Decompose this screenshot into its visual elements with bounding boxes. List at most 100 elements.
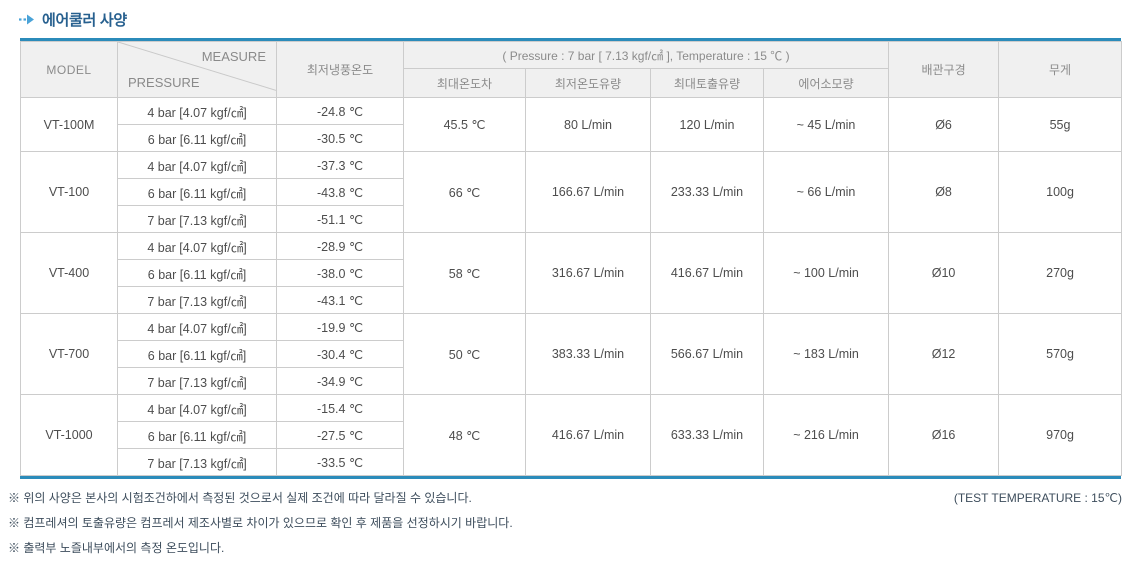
max-discharge-flow-header: 최대토출유량 (650, 68, 764, 98)
min-temp-cell: -27.5 ℃ (276, 421, 404, 449)
table-row: VT-100 4 bar [4.07 kgf/㎠] -37.3 ℃ 66 ℃ 1… (20, 151, 1123, 233)
table-row: 6 bar [6.11 kgf/㎠] -30.4 ℃ (21, 340, 1122, 368)
pressure-cell: 4 bar [4.07 kgf/㎠] (117, 151, 277, 179)
footnotes: ※ 위의 사양은 본사의 시험조건하에서 측정된 것으로서 실제 조건에 따라 … (8, 488, 1122, 563)
max-temp-diff-cell: 58 ℃ (403, 232, 526, 314)
pressure-cell: 6 bar [6.11 kgf/㎠] (117, 340, 277, 368)
pipe-diameter-cell: Ø8 (888, 151, 1000, 233)
min-temp-flow-cell: 383.33 L/min (525, 313, 651, 395)
model-cell: VT-1000 (20, 394, 118, 476)
spec-table-wrap: MODEL MEASURE PRESSURE 최저냉풍온도 ( Pressure… (20, 38, 1123, 479)
max-discharge-flow-cell: 416.67 L/min (650, 232, 764, 314)
min-temp-flow-cell: 316.67 L/min (525, 232, 651, 314)
min-temp-cell: -28.9 ℃ (276, 232, 404, 260)
max-temp-diff-cell: 48 ℃ (403, 394, 526, 476)
measure-label: MEASURE (201, 49, 266, 64)
spec-table: MODEL MEASURE PRESSURE 최저냉풍온도 ( Pressure… (20, 41, 1123, 476)
min-temp-cell: -37.3 ℃ (276, 151, 404, 179)
min-temp-flow-cell: 80 L/min (525, 97, 651, 152)
table-row: VT-700 4 bar [4.07 kgf/㎠] -19.9 ℃ 50 ℃ 3… (20, 313, 1123, 395)
min-temp-cell: -19.9 ℃ (276, 313, 404, 341)
min-temp-cell: -24.8 ℃ (276, 97, 404, 125)
section-title-bar: 에어쿨러 사양 (18, 9, 1141, 29)
pressure-label: PRESSURE (128, 75, 200, 90)
pressure-cell: 7 bar [7.13 kgf/㎠] (117, 205, 277, 233)
pipe-diameter-header: 배관구경 (888, 41, 1000, 98)
header-row-1: MODEL MEASURE PRESSURE 최저냉풍온도 ( Pressure… (20, 41, 1123, 98)
air-consumption-cell: ~ 100 L/min (762, 232, 890, 314)
weight-cell: 100g (998, 151, 1123, 233)
min-temp-cell: -43.8 ℃ (276, 178, 404, 206)
pressure-cell: 7 bar [7.13 kgf/㎠] (117, 367, 277, 395)
table-row: 6 bar [6.11 kgf/㎠] -43.8 ℃ (21, 178, 1122, 206)
table-row: VT-400 4 bar [4.07 kgf/㎠] -28.9 ℃ 58 ℃ 3… (20, 232, 1123, 314)
weight-cell: 970g (998, 394, 1123, 476)
air-consumption-cell: ~ 183 L/min (762, 313, 890, 395)
model-cell: VT-100M (20, 97, 118, 152)
max-temp-diff-cell: 50 ℃ (403, 313, 526, 395)
table-row: 7 bar [7.13 kgf/㎠] -34.9 ℃ (21, 367, 1122, 395)
pressure-cell: 7 bar [7.13 kgf/㎠] (117, 448, 277, 476)
weight-cell: 570g (998, 313, 1123, 395)
weight-cell: 270g (998, 232, 1123, 314)
table-row: 6 bar [6.11 kgf/㎠] -27.5 ℃ (21, 421, 1122, 449)
max-discharge-flow-cell: 233.33 L/min (650, 151, 764, 233)
air-consumption-cell: ~ 45 L/min (762, 97, 890, 152)
model-header: MODEL (20, 41, 118, 98)
min-temp-cell: -38.0 ℃ (276, 259, 404, 287)
min-temp-flow-cell: 416.67 L/min (525, 394, 651, 476)
pressure-cell: 4 bar [4.07 kgf/㎠] (117, 232, 277, 260)
table-row: VT-1000 4 bar [4.07 kgf/㎠] -15.4 ℃ 48 ℃ … (20, 394, 1123, 476)
max-discharge-flow-cell: 633.33 L/min (650, 394, 764, 476)
model-cell: VT-400 (20, 232, 118, 314)
pipe-diameter-cell: Ø6 (888, 97, 1000, 152)
pressure-cell: 6 bar [6.11 kgf/㎠] (117, 421, 277, 449)
min-temp-cell: -43.1 ℃ (276, 286, 404, 314)
pressure-cell: 4 bar [4.07 kgf/㎠] (117, 313, 277, 341)
note-text: ※ 위의 사양은 본사의 시험조건하에서 측정된 것으로서 실제 조건에 따라 … (8, 491, 472, 505)
model-cell: VT-100 (20, 151, 118, 233)
table-row: 7 bar [7.13 kgf/㎠] -43.1 ℃ (21, 286, 1122, 314)
test-temperature-label: (TEST TEMPERATURE : 15℃) (953, 491, 1122, 505)
pressure-cell: 4 bar [4.07 kgf/㎠] (117, 394, 277, 422)
max-temp-diff-header: 최대온도차 (403, 68, 526, 98)
condition-group-header: ( Pressure : 7 bar [ 7.13 kgf/㎠ ], Tempe… (402, 41, 890, 69)
pressure-cell: 7 bar [7.13 kgf/㎠] (117, 286, 277, 314)
pressure-cell: 6 bar [6.11 kgf/㎠] (117, 124, 277, 152)
weight-cell: 55g (998, 97, 1123, 152)
min-temp-cell: -34.9 ℃ (276, 367, 404, 395)
page-title: 에어쿨러 사양 (42, 11, 127, 29)
note-line: ※ 출력부 노즐내부에서의 측정 온도입니다. (8, 538, 1122, 563)
weight-header: 무게 (998, 41, 1123, 98)
air-consumption-cell: ~ 66 L/min (762, 151, 890, 233)
model-cell: VT-700 (20, 313, 118, 395)
min-temp-cell: -15.4 ℃ (276, 394, 404, 422)
note-line: ※ 위의 사양은 본사의 시험조건하에서 측정된 것으로서 실제 조건에 따라 … (8, 488, 1122, 513)
min-temp-flow-cell: 166.67 L/min (525, 151, 651, 233)
min-temp-cell: -51.1 ℃ (276, 205, 404, 233)
pressure-cell: 6 bar [6.11 kgf/㎠] (117, 178, 277, 206)
table-row: VT-100M 4 bar [4.07 kgf/㎠] -24.8 ℃ 45.5 … (20, 97, 1123, 152)
pipe-diameter-cell: Ø12 (888, 313, 1000, 395)
min-cold-air-temp-header: 최저냉풍온도 (276, 41, 404, 98)
note-text: ※ 출력부 노즐내부에서의 측정 온도입니다. (8, 541, 225, 555)
min-temp-flow-header: 최저온도유량 (525, 68, 651, 98)
max-temp-diff-cell: 45.5 ℃ (403, 97, 526, 152)
min-temp-cell: -30.4 ℃ (276, 340, 404, 368)
note-line: ※ 컴프레셔의 토출유량은 컴프레서 제조사별로 차이가 있으므로 확인 후 제… (8, 513, 1122, 538)
pipe-diameter-cell: Ø10 (888, 232, 1000, 314)
pipe-diameter-cell: Ø16 (888, 394, 1000, 476)
air-consumption-header: 에어소모량 (762, 68, 890, 98)
min-temp-cell: -30.5 ℃ (276, 124, 404, 152)
pressure-cell: 4 bar [4.07 kgf/㎠] (117, 97, 277, 125)
table-row: 7 bar [7.13 kgf/㎠] -33.5 ℃ (21, 448, 1122, 476)
max-discharge-flow-cell: 120 L/min (650, 97, 764, 152)
air-consumption-cell: ~ 216 L/min (762, 394, 890, 476)
max-temp-diff-cell: 66 ℃ (403, 151, 526, 233)
pressure-cell: 6 bar [6.11 kgf/㎠] (117, 259, 277, 287)
measure-pressure-header: MEASURE PRESSURE (117, 41, 277, 98)
spec-page: 에어쿨러 사양 MODEL (0, 9, 1141, 569)
dashed-arrow-icon (19, 14, 34, 24)
note-text: ※ 컴프레셔의 토출유량은 컴프레서 제조사별로 차이가 있으므로 확인 후 제… (8, 516, 513, 530)
max-discharge-flow-cell: 566.67 L/min (650, 313, 764, 395)
